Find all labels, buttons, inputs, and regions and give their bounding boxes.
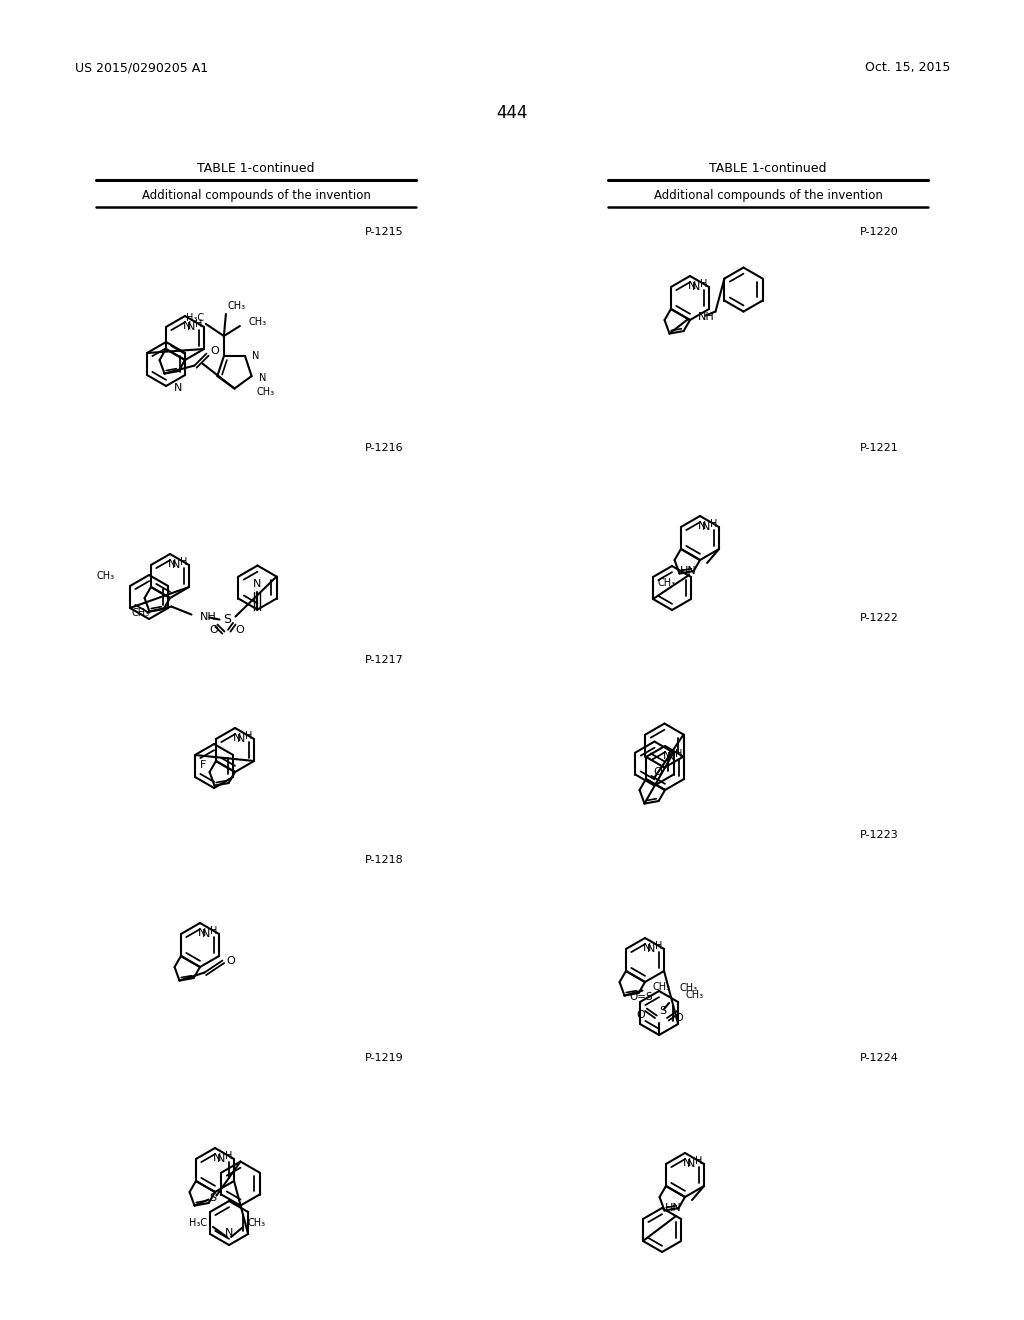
Text: N: N	[168, 558, 176, 569]
Text: H: H	[246, 731, 253, 741]
Text: Additional compounds of the invention: Additional compounds of the invention	[653, 190, 883, 202]
Text: N: N	[186, 322, 195, 333]
Text: N: N	[691, 282, 700, 292]
Text: H: H	[711, 519, 718, 529]
Text: P-1222: P-1222	[860, 612, 899, 623]
Text: TABLE 1-continued: TABLE 1-continued	[198, 161, 314, 174]
Text: P-1216: P-1216	[365, 444, 403, 453]
Text: N: N	[647, 944, 655, 954]
Text: NH: NH	[200, 611, 216, 622]
Text: H: H	[655, 941, 663, 950]
Text: N: N	[667, 752, 675, 762]
Text: S: S	[209, 1192, 216, 1203]
Text: P-1223: P-1223	[860, 830, 899, 840]
Text: N: N	[688, 281, 696, 290]
Text: O: O	[226, 956, 234, 965]
Text: CH₃: CH₃	[247, 1218, 265, 1228]
Text: N: N	[232, 733, 242, 743]
Text: HN: HN	[680, 566, 697, 576]
Text: H: H	[196, 319, 203, 329]
Text: N: N	[202, 929, 210, 939]
Text: N: N	[174, 383, 182, 393]
Text: CH₃: CH₃	[132, 609, 151, 618]
Text: N: N	[172, 560, 180, 570]
Text: F: F	[200, 760, 207, 770]
Text: N: N	[663, 751, 671, 762]
Text: O: O	[653, 767, 662, 776]
Text: N: N	[701, 521, 710, 532]
Text: CH₃: CH₃	[97, 572, 115, 581]
Text: TABLE 1-continued: TABLE 1-continued	[710, 161, 826, 174]
Text: N: N	[217, 1154, 225, 1164]
Text: O: O	[675, 1012, 683, 1023]
Text: O: O	[209, 624, 218, 635]
Text: O: O	[210, 346, 219, 355]
Text: P-1221: P-1221	[860, 444, 899, 453]
Text: P-1224: P-1224	[860, 1053, 899, 1063]
Text: H: H	[700, 279, 708, 289]
Text: 444: 444	[497, 104, 527, 121]
Text: N: N	[697, 521, 707, 531]
Text: P-1217: P-1217	[365, 655, 403, 665]
Text: S: S	[659, 1006, 667, 1016]
Text: H: H	[210, 927, 218, 936]
Text: CH₃: CH₃	[685, 990, 703, 1001]
Text: Additional compounds of the invention: Additional compounds of the invention	[141, 190, 371, 202]
Text: N: N	[225, 1228, 233, 1238]
Text: N: N	[259, 374, 266, 383]
Text: N: N	[687, 1159, 695, 1170]
Text: CH₃: CH₃	[658, 578, 676, 587]
Text: N: N	[237, 734, 245, 744]
Text: S: S	[223, 612, 231, 626]
Text: CH₃: CH₃	[249, 317, 267, 327]
Text: NH: NH	[697, 312, 714, 322]
Text: H₃C: H₃C	[188, 1218, 207, 1228]
Text: O=S: O=S	[630, 993, 653, 1002]
Text: P-1220: P-1220	[860, 227, 899, 238]
Text: CH₃: CH₃	[257, 387, 274, 397]
Text: N: N	[213, 1152, 221, 1163]
Text: P-1215: P-1215	[365, 227, 403, 238]
Text: H: H	[695, 1156, 702, 1166]
Text: O: O	[637, 1010, 645, 1020]
Text: N: N	[253, 578, 262, 589]
Text: H₃C: H₃C	[185, 313, 204, 323]
Text: O: O	[236, 624, 244, 635]
Text: N: N	[683, 1158, 691, 1168]
Text: H: H	[180, 557, 187, 568]
Text: P-1218: P-1218	[365, 855, 403, 865]
Text: H: H	[675, 748, 683, 759]
Text: CH₃: CH₃	[228, 301, 246, 312]
Text: N: N	[643, 942, 651, 953]
Text: N: N	[198, 928, 206, 939]
Text: P-1219: P-1219	[365, 1053, 403, 1063]
Text: Oct. 15, 2015: Oct. 15, 2015	[864, 62, 950, 74]
Text: CH₃: CH₃	[679, 983, 697, 993]
Text: N: N	[183, 321, 191, 331]
Text: CH₃: CH₃	[652, 982, 671, 991]
Text: US 2015/0290205 A1: US 2015/0290205 A1	[75, 62, 208, 74]
Text: H: H	[225, 1151, 232, 1162]
Text: N: N	[252, 351, 259, 360]
Text: HN: HN	[666, 1203, 682, 1213]
